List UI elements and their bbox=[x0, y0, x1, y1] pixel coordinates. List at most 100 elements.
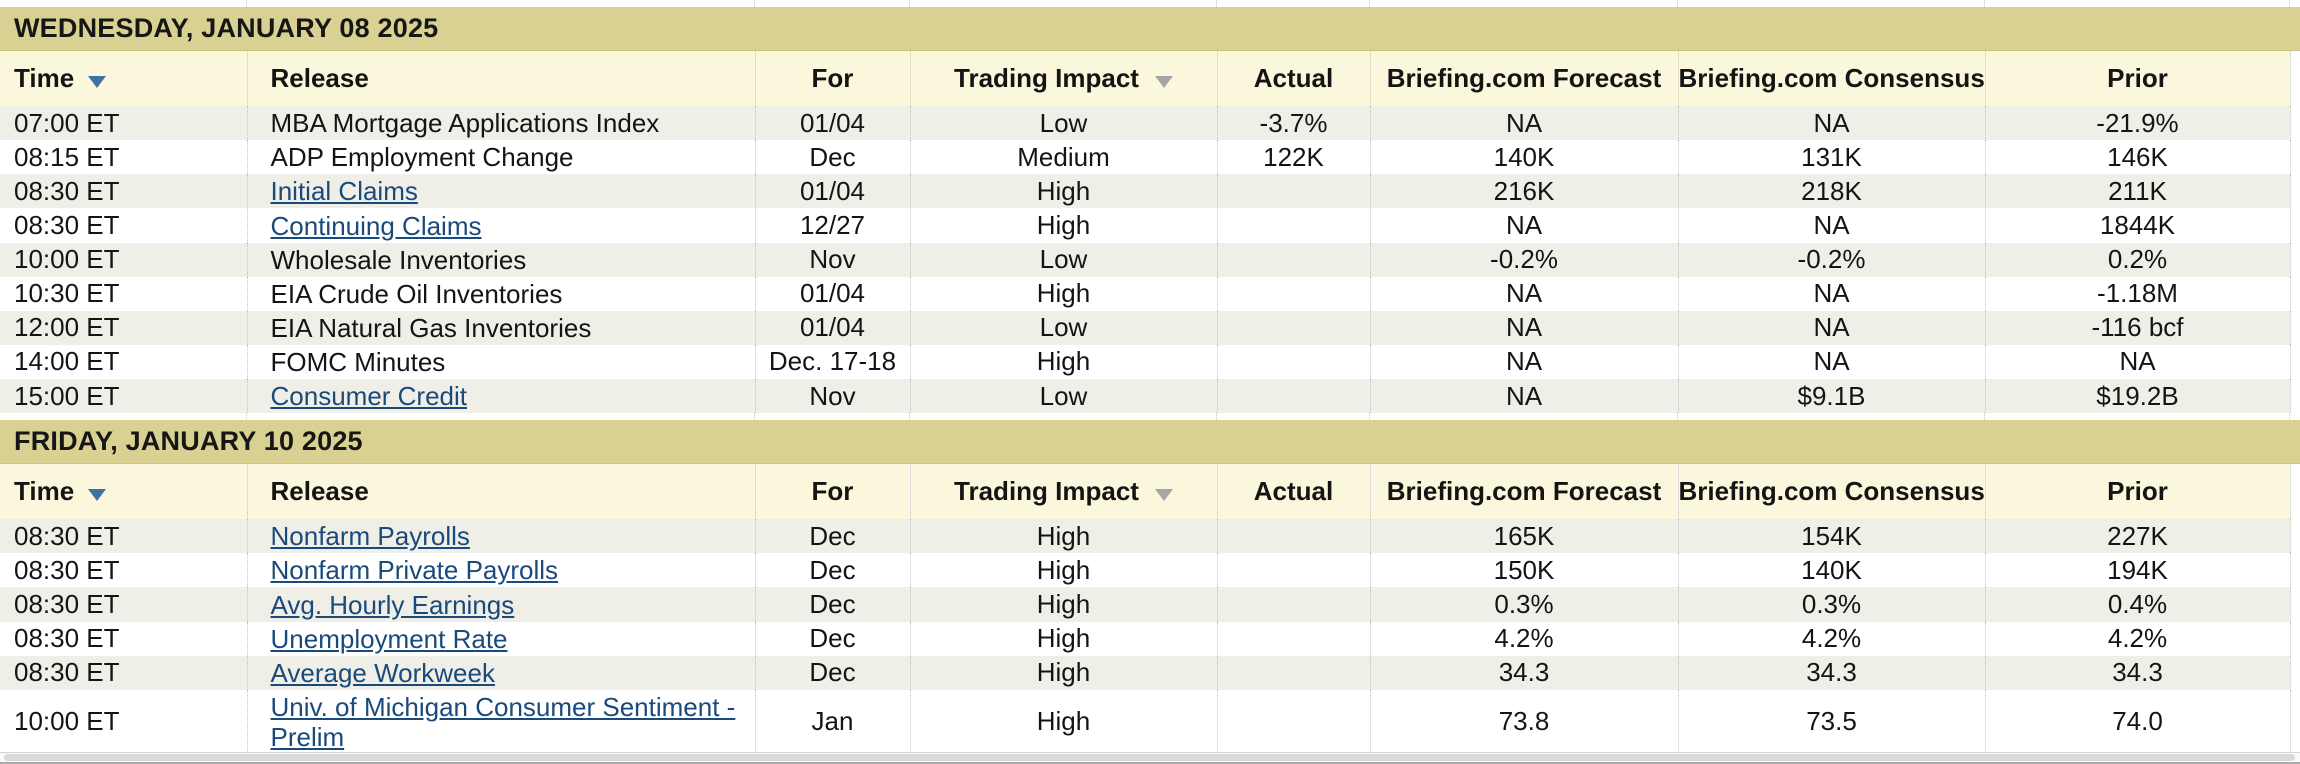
sort-desc-icon[interactable] bbox=[88, 489, 107, 502]
release-label: Wholesale Inventories bbox=[270, 244, 527, 275]
day-header-title: WEDNESDAY, JANUARY 08 2025 bbox=[14, 13, 439, 43]
forecast-cell: NA bbox=[1369, 106, 1678, 141]
release-link[interactable]: Nonfarm Private Payrolls bbox=[270, 555, 559, 586]
column-header-for: For bbox=[754, 464, 910, 520]
column-guide-segment bbox=[755, 0, 910, 7]
horizontal-scrollbar-thumb[interactable] bbox=[4, 754, 2295, 761]
for-cell: 01/04 bbox=[754, 106, 910, 141]
prior-cell: -116 bcf bbox=[1984, 310, 2291, 345]
impact-cell: High bbox=[909, 208, 1217, 243]
time-cell: 10:30 ET bbox=[14, 278, 120, 309]
for-cell: 12/27 bbox=[754, 208, 910, 243]
actual-cell: 122K bbox=[1216, 140, 1370, 175]
impact-cell: Low bbox=[909, 106, 1217, 141]
sort-desc-icon[interactable] bbox=[1154, 489, 1173, 502]
consensus-cell: $9.1B bbox=[1677, 379, 1985, 414]
release-label: FOMC Minutes bbox=[270, 347, 446, 377]
forecast-cell: NA bbox=[1369, 344, 1678, 379]
prior-cell: -1.18M bbox=[1984, 276, 2291, 311]
release-cell: Nonfarm Payrolls bbox=[246, 519, 755, 554]
release-label: ADP Employment Change bbox=[270, 142, 574, 173]
forecast-cell: 216K bbox=[1369, 174, 1678, 209]
column-header-trading-impact[interactable]: Trading Impact bbox=[909, 464, 1217, 520]
release-link[interactable]: Average Workweek bbox=[270, 657, 495, 688]
column-header-row: Time Release For Trading Impact Actual B… bbox=[0, 464, 2291, 520]
forecast-cell: 150K bbox=[1369, 553, 1678, 588]
consensus-cell: 218K bbox=[1677, 174, 1985, 209]
actual-cell bbox=[1216, 587, 1370, 622]
forecast-cell: 34.3 bbox=[1369, 655, 1678, 690]
prior-cell: 0.4% bbox=[1984, 587, 2291, 622]
for-cell: Dec bbox=[754, 621, 910, 656]
table-row: 08:15 ET ADP Employment Change Dec Medium 12… bbox=[0, 140, 2291, 175]
for-cell: Dec bbox=[754, 519, 910, 554]
table-row: 07:00 ET MBA Mortgage Applications Index 0… bbox=[0, 106, 2291, 141]
table-row: 08:30 ET Unemployment Rate Dec High 4.2% 4.2%… bbox=[0, 621, 2291, 656]
column-guide-segment bbox=[1217, 413, 1370, 421]
release-cell: Unemployment Rate bbox=[246, 621, 755, 656]
column-header-time-label: Time bbox=[14, 476, 75, 507]
actual-cell bbox=[1216, 655, 1370, 690]
forecast-cell: 0.3% bbox=[1369, 587, 1678, 622]
column-guide-segment bbox=[1217, 0, 1370, 7]
release-link[interactable]: Avg. Hourly Earnings bbox=[270, 589, 515, 620]
sort-desc-icon[interactable] bbox=[1154, 76, 1173, 89]
table-row: 15:00 ET Consumer Credit Nov Low NA $9.1B $19.… bbox=[0, 379, 2291, 414]
consensus-cell: 0.3% bbox=[1677, 587, 1985, 622]
time-cell: 08:30 ET bbox=[14, 623, 120, 654]
release-link[interactable]: Univ. of Michigan Consumer Sentiment - P… bbox=[270, 691, 736, 752]
table-row: 08:30 ET Initial Claims 01/04 High 216K 218K 2… bbox=[0, 174, 2291, 209]
column-guide-segment bbox=[755, 413, 910, 421]
column-guide-segment bbox=[1985, 413, 2290, 421]
impact-cell: High bbox=[909, 519, 1217, 554]
time-cell: 12:00 ET bbox=[14, 312, 120, 343]
actual-cell bbox=[1216, 553, 1370, 588]
time-cell: 08:30 ET bbox=[14, 657, 120, 688]
column-header-time-label: Time bbox=[14, 63, 75, 93]
column-header-prior: Prior bbox=[1984, 464, 2291, 520]
top-column-guide-strip bbox=[0, 0, 2290, 7]
release-link[interactable]: Nonfarm Payrolls bbox=[270, 521, 470, 552]
time-cell: 15:00 ET bbox=[14, 380, 120, 411]
sort-desc-icon[interactable] bbox=[88, 76, 107, 89]
impact-cell: High bbox=[909, 587, 1217, 622]
time-cell: 08:30 ET bbox=[14, 520, 120, 551]
release-cell: EIA Natural Gas Inventories bbox=[246, 310, 755, 345]
time-cell: 07:00 ET bbox=[14, 107, 120, 138]
column-header-time[interactable]: Time bbox=[0, 51, 247, 106]
release-link[interactable]: Continuing Claims bbox=[270, 210, 482, 241]
for-cell: Dec bbox=[754, 553, 910, 588]
column-guide-segment bbox=[247, 0, 755, 7]
impact-cell: High bbox=[909, 344, 1217, 379]
release-label: MBA Mortgage Applications Index bbox=[270, 108, 660, 139]
for-cell: Dec bbox=[754, 587, 910, 622]
release-link[interactable]: Consumer Credit bbox=[270, 381, 468, 412]
release-cell: Continuing Claims bbox=[246, 208, 755, 243]
actual-cell: -3.7% bbox=[1216, 106, 1370, 141]
column-guide-segment bbox=[0, 0, 247, 7]
release-cell: Initial Claims bbox=[246, 174, 755, 209]
column-guide-segment bbox=[1370, 0, 1678, 7]
forecast-cell: 165K bbox=[1369, 519, 1678, 554]
column-header-for: For bbox=[754, 51, 910, 106]
impact-cell: Low bbox=[909, 310, 1217, 345]
time-cell: 14:00 ET bbox=[14, 346, 120, 377]
prior-cell: $19.2B bbox=[1984, 379, 2291, 414]
table-row: 08:30 ET Average Workweek Dec High 34.3 34.3 3… bbox=[0, 655, 2291, 690]
for-cell: 01/04 bbox=[754, 310, 910, 345]
column-header-trading-impact[interactable]: Trading Impact bbox=[909, 51, 1217, 106]
column-guide-segment bbox=[0, 413, 247, 421]
column-guide-segment bbox=[1370, 413, 1678, 421]
release-link[interactable]: Initial Claims bbox=[270, 176, 418, 207]
actual-cell bbox=[1216, 621, 1370, 656]
table-row: 08:30 ET Nonfarm Private Payrolls Dec High 1… bbox=[0, 553, 2291, 588]
horizontal-scrollbar[interactable] bbox=[0, 752, 2300, 764]
forecast-cell: 4.2% bbox=[1369, 621, 1678, 656]
column-header-time[interactable]: Time bbox=[0, 464, 247, 519]
release-link[interactable]: Unemployment Rate bbox=[270, 623, 508, 654]
for-cell: Dec bbox=[754, 655, 910, 690]
calendar-table-friday: Time Release For Trading Impact Actual B… bbox=[0, 464, 2291, 754]
actual-cell bbox=[1216, 242, 1370, 277]
prior-cell: 4.2% bbox=[1984, 621, 2291, 656]
